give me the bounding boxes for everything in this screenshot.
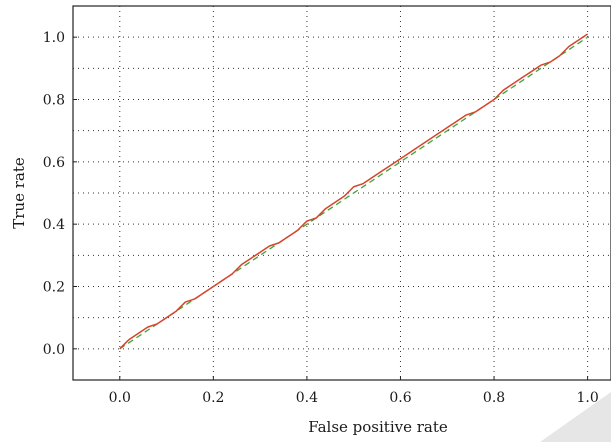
x-tick-label: 0.8 <box>483 390 505 406</box>
y-tick-label: 0.4 <box>43 217 65 233</box>
x-tick-label: 0.6 <box>389 390 411 406</box>
x-tick-label: 0.2 <box>202 390 224 406</box>
x-tick-label: 0.0 <box>109 390 131 406</box>
x-tick-label: 0.4 <box>296 390 318 406</box>
x-tick-label: 1.0 <box>576 390 598 406</box>
y-axis-label: True rate <box>10 157 28 229</box>
grid-layer <box>73 6 611 380</box>
y-tick-label: 1.0 <box>43 30 65 46</box>
diagonal-reference-line <box>119 36 588 350</box>
roc-curve-line <box>119 33 589 350</box>
y-tick-label: 0.6 <box>43 155 65 171</box>
x-axis-label: False positive rate <box>308 418 448 436</box>
series-layer <box>119 33 589 350</box>
y-axis-ticks: 0.0 0.2 0.4 0.6 0.8 1.0 <box>43 30 77 358</box>
y-tick-label: 0.2 <box>43 280 65 296</box>
y-tick-label: 0.8 <box>43 93 65 109</box>
plot-frame <box>72 5 611 381</box>
y-tick-label: 0.0 <box>43 342 65 358</box>
